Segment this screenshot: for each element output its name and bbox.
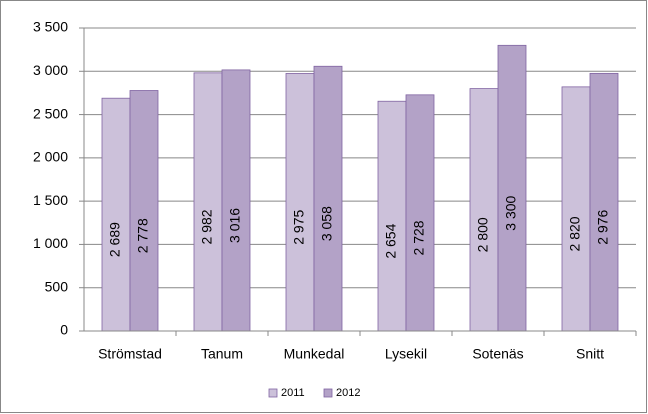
x-tick-label: Snitt (576, 346, 604, 362)
y-tick-label: 1 000 (33, 235, 68, 251)
bar (101, 97, 131, 332)
value-label: 3 300 (503, 195, 519, 230)
bar (221, 69, 251, 332)
value-label: 2 982 (199, 209, 215, 244)
bar (193, 72, 223, 332)
value-label: 2 800 (475, 217, 491, 252)
value-label: 2 820 (567, 216, 583, 251)
bar (561, 86, 591, 332)
value-label: 3 058 (319, 206, 335, 241)
legend-swatch (268, 388, 278, 398)
bar (377, 100, 407, 332)
bar (497, 44, 527, 332)
bar (589, 72, 619, 332)
x-tick-label: Sotenäs (472, 346, 523, 362)
value-label: 2 689 (107, 222, 123, 257)
legend-label: 2012 (336, 387, 360, 399)
x-tick-label: Munkedal (284, 346, 345, 362)
value-label: 2 976 (595, 209, 611, 244)
x-tick-label: Strömstad (98, 346, 162, 362)
bar (469, 88, 499, 332)
y-tick-label: 2 000 (33, 149, 68, 165)
bar (405, 94, 435, 332)
legend-swatch (323, 388, 333, 398)
value-label: 2 728 (411, 220, 427, 255)
bar (129, 90, 159, 332)
legend-label: 2011 (281, 387, 305, 399)
x-tick-label: Lysekil (385, 346, 427, 362)
value-label: 3 016 (227, 208, 243, 243)
value-label: 2 975 (291, 210, 307, 245)
y-tick-label: 1 500 (33, 192, 68, 208)
y-tick-label: 500 (45, 278, 69, 294)
x-tick-label: Tanum (201, 346, 243, 362)
bar (285, 73, 315, 332)
value-label: 2 778 (135, 218, 151, 253)
value-label: 2 654 (383, 223, 399, 258)
y-tick-label: 3 500 (33, 19, 68, 35)
y-tick-label: 0 (60, 322, 68, 338)
bar (313, 65, 343, 332)
y-tick-label: 3 000 (33, 62, 68, 78)
y-tick-label: 2 500 (33, 105, 68, 121)
